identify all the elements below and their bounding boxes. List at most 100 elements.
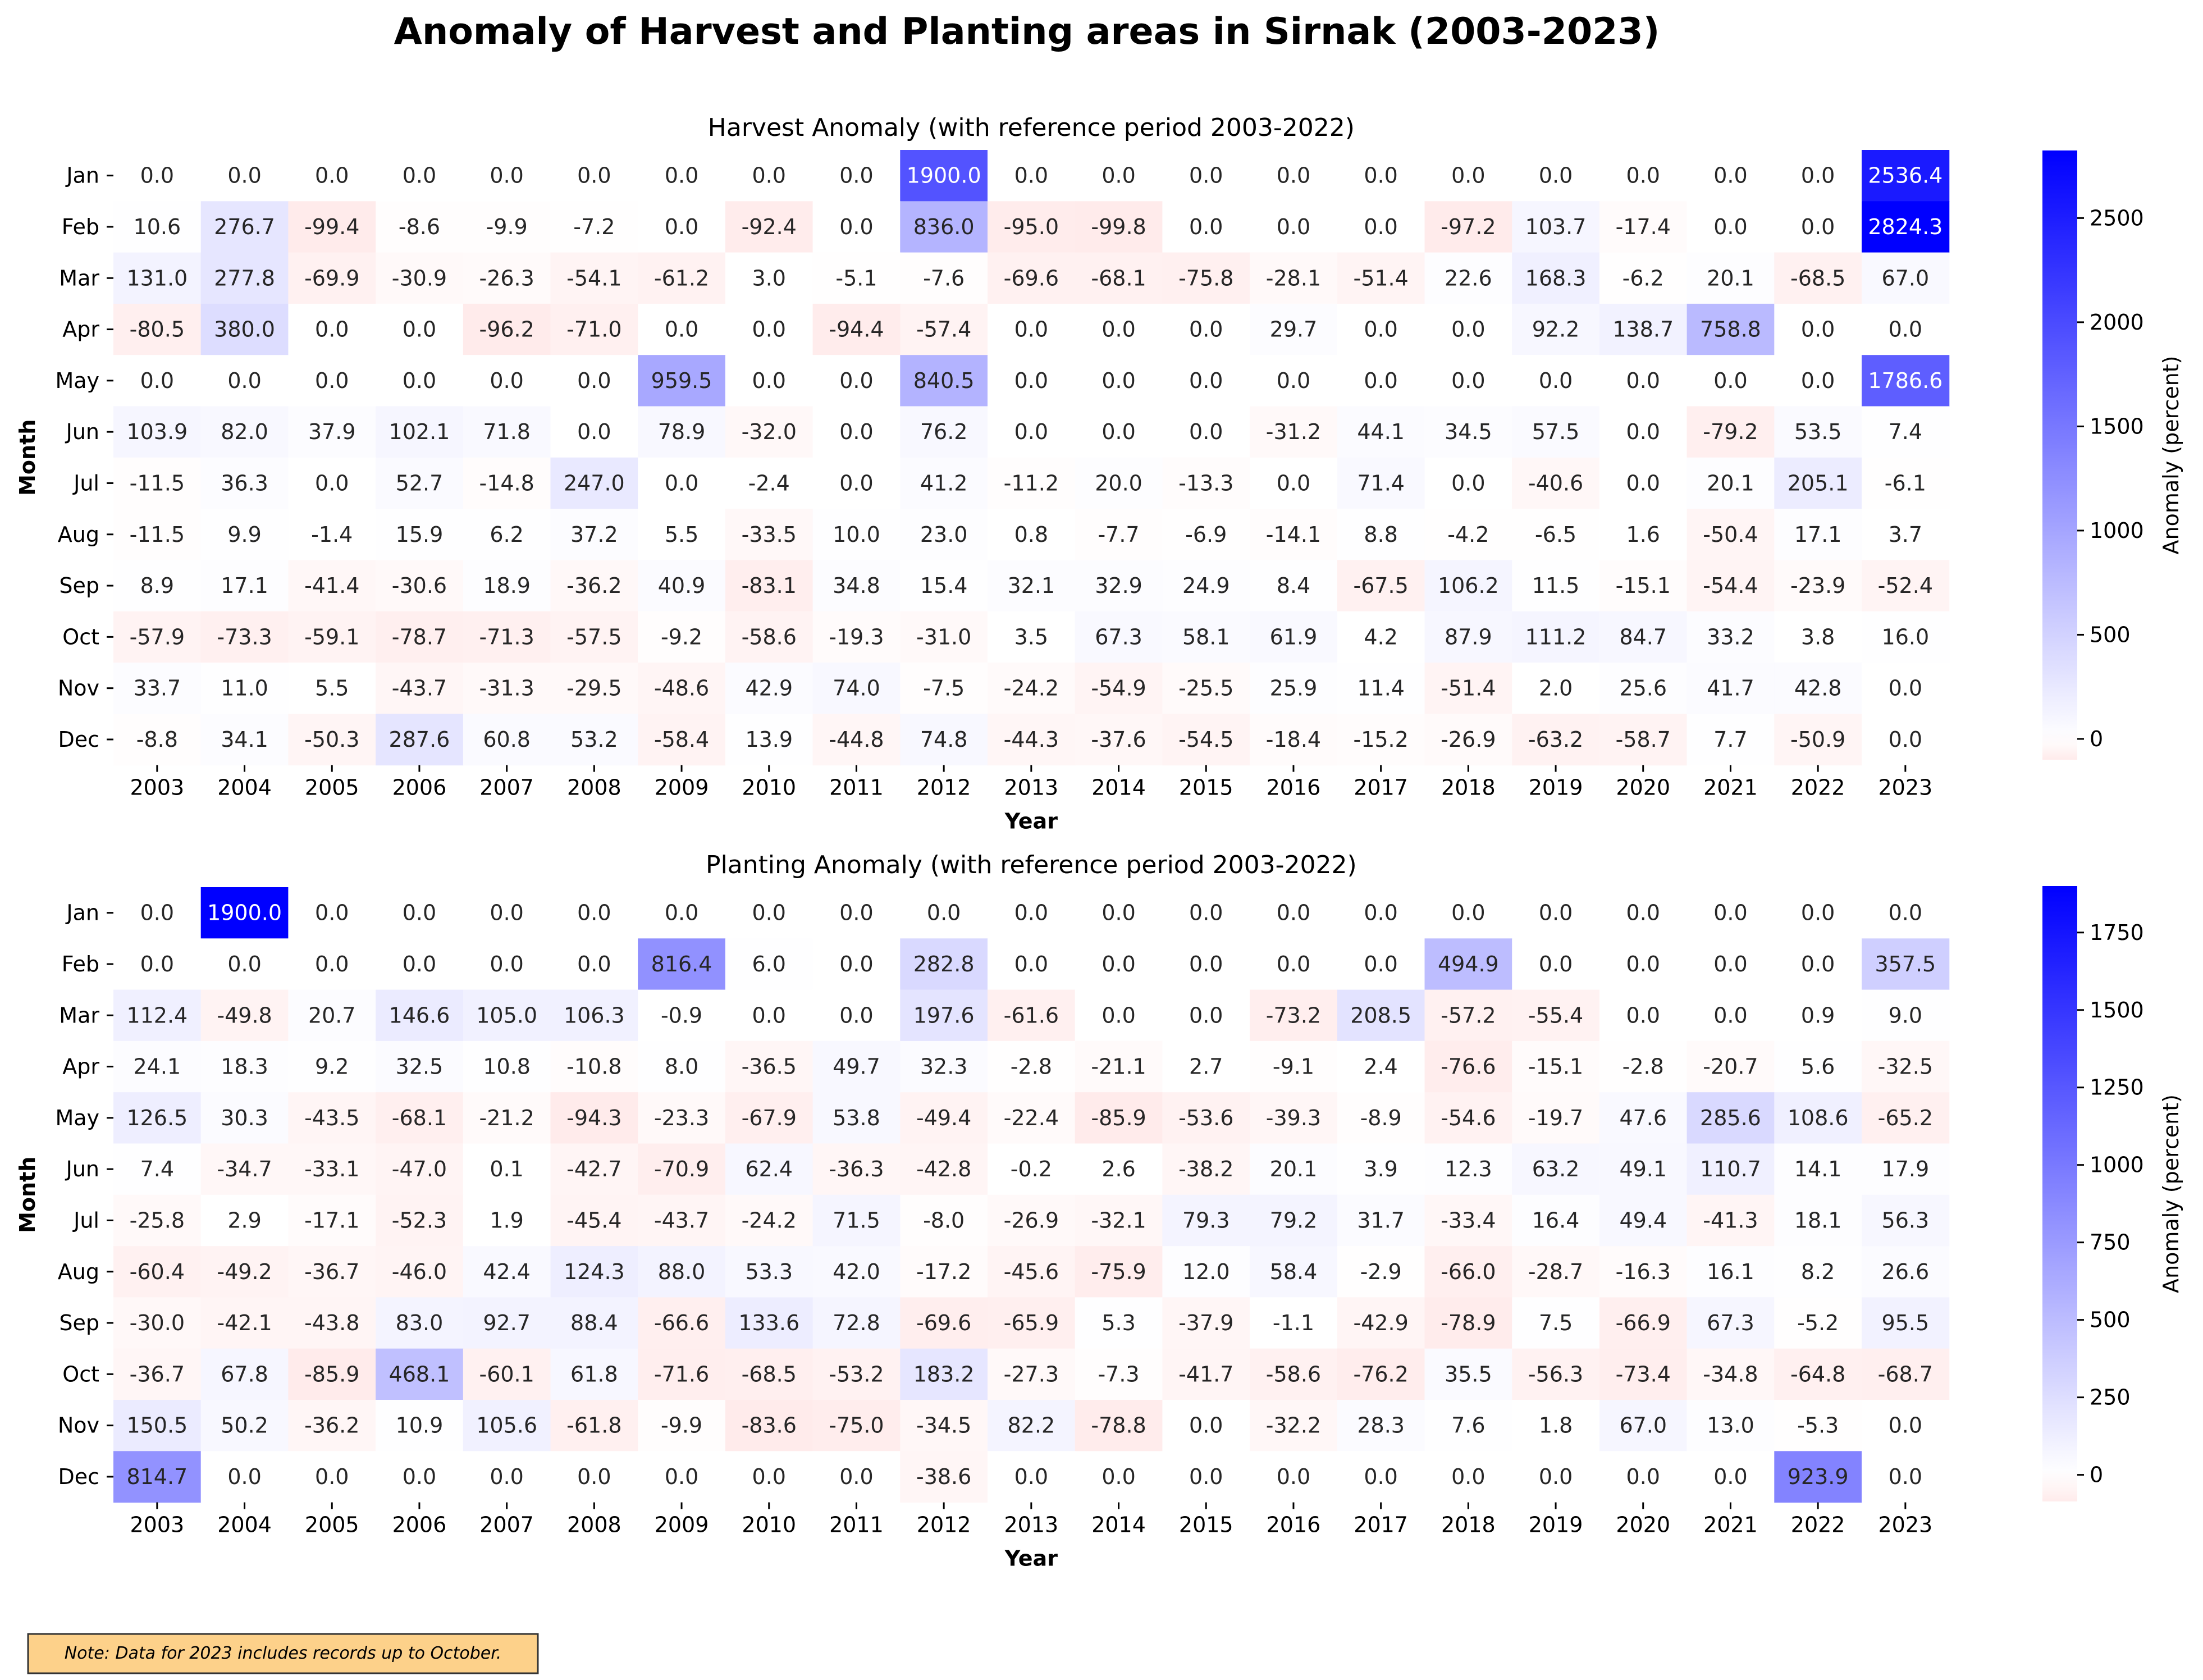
cell-value-label: 0.0 bbox=[140, 368, 174, 393]
cell-value-label: 20.1 bbox=[1707, 471, 1754, 495]
heatmap-cell bbox=[988, 252, 1076, 304]
heatmap-cell bbox=[1774, 887, 1862, 939]
heatmap-cell bbox=[1075, 1040, 1163, 1093]
cell-value-label: 0.0 bbox=[1713, 901, 1747, 925]
cell-value-label: 0.0 bbox=[140, 901, 174, 925]
cell-value-label: 0.0 bbox=[1277, 163, 1310, 188]
heatmap-cell bbox=[1512, 1297, 1600, 1349]
cell-value-label: 0.0 bbox=[315, 368, 349, 393]
cell-value-label: 58.1 bbox=[1182, 624, 1230, 649]
cell-value-label: 13.9 bbox=[745, 727, 793, 752]
heatmap-cell bbox=[988, 509, 1076, 560]
cell-value-label: -34.8 bbox=[1703, 1362, 1758, 1386]
cell-value-label: -38.2 bbox=[1178, 1157, 1233, 1181]
heatmap-cell bbox=[988, 1348, 1076, 1400]
cell-value-label: 110.7 bbox=[1700, 1157, 1761, 1181]
heatmap-cell bbox=[1250, 201, 1338, 253]
cell-value-label: -60.1 bbox=[479, 1362, 534, 1386]
colorbar-tick-label: 1000 bbox=[2090, 1153, 2144, 1177]
cell-value-label: -53.2 bbox=[829, 1362, 884, 1386]
heatmap-cell bbox=[812, 1040, 901, 1093]
cell-value-label: 0.0 bbox=[1626, 952, 1660, 976]
cell-value-label: -71.0 bbox=[566, 317, 621, 342]
heatmap-cell bbox=[1862, 938, 1950, 990]
cell-value-label: -32.1 bbox=[1091, 1208, 1146, 1232]
cell-value-label: -32.2 bbox=[1266, 1413, 1321, 1438]
heatmap-cell bbox=[1075, 714, 1163, 766]
cell-value-label: 30.3 bbox=[221, 1106, 268, 1130]
cell-value-label: -85.9 bbox=[1091, 1106, 1146, 1130]
heatmap-cell bbox=[463, 887, 551, 939]
cell-value-label: -8.8 bbox=[136, 727, 178, 752]
cell-value-label: 0.0 bbox=[1713, 952, 1747, 976]
heatmap-cell bbox=[1599, 560, 1688, 612]
cell-value-label: -69.9 bbox=[304, 266, 359, 290]
colorbar-tick-label: 500 bbox=[2090, 1308, 2131, 1332]
heatmap-cell bbox=[1250, 714, 1338, 766]
heatmap-cell bbox=[900, 1348, 988, 1400]
heatmap-cell bbox=[725, 457, 813, 509]
heatmap-cell bbox=[1599, 1246, 1688, 1298]
cell-value-label: -8.0 bbox=[923, 1208, 965, 1232]
heatmap-cell bbox=[550, 509, 638, 560]
heatmap-cell bbox=[550, 1451, 638, 1503]
cell-value-label: 11.4 bbox=[1357, 676, 1405, 701]
cell-value-label: 23.0 bbox=[920, 522, 968, 547]
cell-value-label: 0.0 bbox=[752, 1464, 786, 1489]
heatmap-cell bbox=[1162, 252, 1250, 304]
colorbar-tick-label: 1250 bbox=[2090, 1075, 2144, 1100]
heatmap-cell bbox=[638, 1143, 726, 1195]
cell-value-label: 0.0 bbox=[315, 163, 349, 188]
cell-value-label: 32.5 bbox=[396, 1054, 444, 1079]
heatmap-cell bbox=[1162, 1451, 1250, 1503]
cell-value-label: -36.3 bbox=[829, 1157, 884, 1181]
cell-value-label: 0.0 bbox=[665, 317, 698, 342]
heatmap-cell bbox=[376, 201, 464, 253]
heatmap-cell bbox=[638, 714, 726, 766]
cell-value-label: 758.8 bbox=[1700, 317, 1761, 342]
heatmap-cell bbox=[1337, 1400, 1425, 1451]
x-tick-label: 2016 bbox=[1267, 1513, 1321, 1537]
x-tick-label: 2007 bbox=[479, 1513, 534, 1537]
heatmap-cell bbox=[988, 611, 1076, 663]
heatmap-cell bbox=[988, 1246, 1076, 1298]
cell-value-label: -42.8 bbox=[916, 1157, 971, 1181]
cell-value-label: 0.0 bbox=[1102, 163, 1135, 188]
heatmap-cell bbox=[1250, 663, 1338, 714]
cell-value-label: 71.5 bbox=[833, 1208, 880, 1232]
cell-value-label: 0.0 bbox=[577, 1464, 611, 1489]
cell-value-label: 0.0 bbox=[1102, 1003, 1135, 1028]
heatmap-cell bbox=[1512, 150, 1600, 202]
cell-value-label: -44.3 bbox=[1004, 727, 1059, 752]
cell-value-label: 1.6 bbox=[1626, 522, 1660, 547]
heatmap-cell bbox=[1774, 406, 1862, 458]
heatmap-cell bbox=[638, 989, 726, 1042]
heatmap-cell bbox=[200, 252, 289, 304]
heatmap-cell bbox=[638, 1092, 726, 1144]
cell-value-label: 6.2 bbox=[490, 522, 523, 547]
heatmap-cell bbox=[288, 1143, 376, 1195]
heatmap-cell bbox=[812, 611, 901, 663]
cell-value-label: 0.0 bbox=[1277, 368, 1310, 393]
cell-value-label: 112.4 bbox=[126, 1003, 188, 1028]
heatmap-cell bbox=[1250, 1297, 1338, 1349]
cell-value-label: -57.9 bbox=[130, 624, 185, 649]
cell-value-label: -27.3 bbox=[1004, 1362, 1059, 1386]
heatmap-cell bbox=[376, 1194, 464, 1247]
cell-value-label: 0.0 bbox=[927, 901, 961, 925]
cell-value-label: 0.0 bbox=[315, 1464, 349, 1489]
cell-value-label: 0.0 bbox=[1801, 214, 1835, 239]
cell-value-label: 37.2 bbox=[570, 522, 618, 547]
heatmap-cell bbox=[988, 1451, 1076, 1503]
cell-value-label: -94.4 bbox=[829, 317, 884, 342]
heatmap-cell bbox=[376, 989, 464, 1042]
heatmap-cell bbox=[1774, 1092, 1862, 1144]
cell-value-label: 61.8 bbox=[570, 1362, 618, 1386]
cell-value-label: 92.7 bbox=[483, 1311, 531, 1335]
cell-value-label: 67.0 bbox=[1882, 266, 1930, 290]
cell-value-label: 3.8 bbox=[1801, 624, 1835, 649]
heatmap-cell bbox=[638, 611, 726, 663]
cell-value-label: -40.6 bbox=[1528, 471, 1583, 495]
heatmap-cell bbox=[812, 938, 901, 990]
cell-value-label: 133.6 bbox=[738, 1311, 799, 1335]
